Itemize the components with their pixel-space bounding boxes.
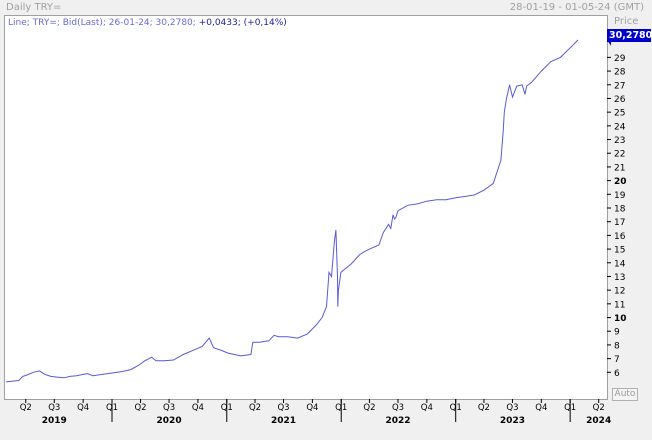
x-tick-label: Q2: [478, 403, 490, 413]
date-range: 28-01-19 - 01-05-24 (GMT): [509, 2, 644, 13]
x-tick-label: Q3: [277, 403, 289, 413]
y-tick-label: 20: [614, 177, 627, 187]
series-legend: Line; TRY=; Bid(Last); 26-01-24; 30,2780…: [8, 18, 287, 28]
y-tick-label: 25: [614, 109, 625, 119]
x-tick-label: Q4: [421, 403, 433, 413]
x-tick-label: Q2: [249, 403, 261, 413]
y-tick-label: 22: [614, 150, 625, 160]
y-tick-label: 21: [614, 163, 625, 173]
legend-series-desc: Line; TRY=; Bid(Last); 26-01-24; 30,2780…: [8, 18, 196, 28]
y-tick-label: 23: [614, 136, 625, 146]
window-titlebar: Daily TRY= 28-01-19 - 01-05-24 (GMT): [0, 0, 652, 16]
y-tick-label: 11: [614, 300, 625, 310]
x-tick-label: Q4: [192, 403, 204, 413]
legend-change-pct: (+0,14%): [243, 18, 287, 28]
y-tick-label: 18: [614, 205, 626, 215]
y-tick-label: 6: [614, 369, 620, 379]
y-tick-label: 15: [614, 246, 625, 256]
y-tick-label: 17: [614, 218, 625, 228]
y-tick-label: 29: [614, 54, 626, 64]
year-label: 2019: [42, 416, 67, 426]
y-tick-label: 7: [614, 355, 620, 365]
legend-change: +0,0433;: [198, 18, 241, 28]
y-tick-label: 12: [614, 287, 625, 297]
y-tick-label: 16: [614, 232, 626, 242]
x-tick-label: Q2: [593, 403, 605, 413]
y-tick-label: 24: [614, 122, 626, 132]
last-price-marker: 30,2780: [607, 29, 652, 42]
y-tick-label: 19: [614, 191, 626, 201]
price-line: [5, 39, 579, 383]
year-label: 2023: [500, 416, 525, 426]
x-tick-label: Q3: [392, 403, 404, 413]
x-tick-label: Q2: [20, 403, 32, 413]
year-label: 2024: [586, 416, 611, 426]
x-tick-label: Q2: [363, 403, 375, 413]
window-title: Daily TRY=: [6, 2, 62, 13]
x-tick-label: Q3: [48, 403, 60, 413]
x-tick-label: Q4: [77, 403, 89, 413]
y-tick-label: 28: [614, 68, 626, 78]
year-label: 2020: [157, 416, 182, 426]
x-tick-label: Q4: [535, 403, 547, 413]
y-tick-label: 14: [614, 259, 626, 269]
x-tick-label: Q3: [506, 403, 518, 413]
x-tick-label: Q3: [163, 403, 175, 413]
y-tick-label: 9: [614, 328, 620, 338]
year-label: 2021: [271, 416, 296, 426]
y-tick-label: 27: [614, 81, 625, 91]
y-tick-label: 10: [614, 314, 627, 324]
y-tick-label: 8: [614, 341, 620, 351]
auto-scale-button[interactable]: Auto: [612, 388, 638, 401]
price-axis-header: Price: [614, 16, 639, 27]
year-label: 2022: [385, 416, 410, 426]
chart-plot-area[interactable]: [4, 15, 608, 400]
y-tick-label: 26: [614, 95, 626, 105]
x-tick-label: Q2: [134, 403, 146, 413]
x-tick-label: Q4: [306, 403, 318, 413]
y-tick-label: 13: [614, 273, 625, 283]
